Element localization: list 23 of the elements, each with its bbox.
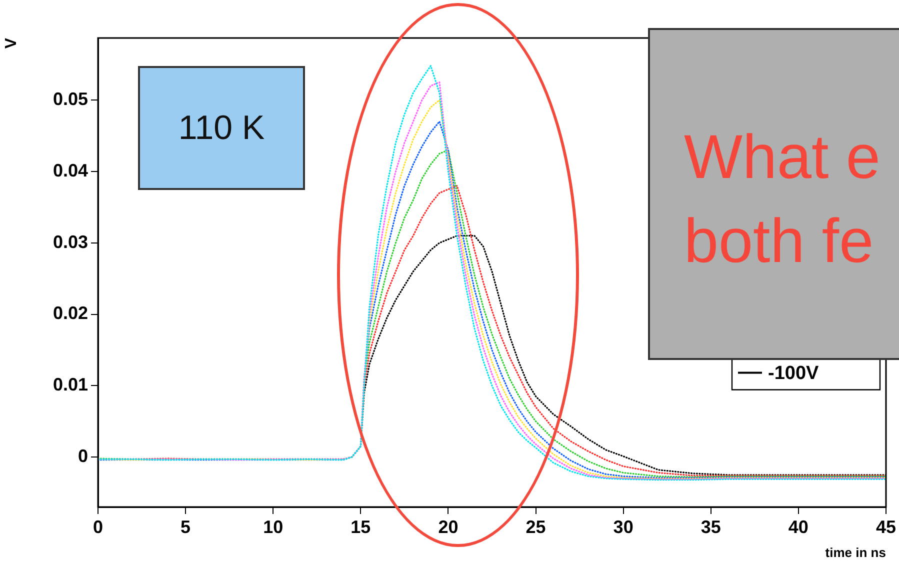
y-tick-label: 0.05 — [52, 89, 88, 110]
x-axis-title: time in ns — [825, 544, 886, 560]
legend-label: -100V — [768, 362, 820, 384]
x-tick-label: 15 — [350, 516, 371, 537]
y-tick-label: 0.01 — [52, 374, 88, 395]
y-tick-label: 0.02 — [52, 303, 88, 324]
label-box: 110 K — [138, 66, 305, 190]
annotation: both fe — [684, 207, 874, 276]
x-tick-label: 0 — [92, 516, 104, 537]
y-axis-title: V — [3, 38, 20, 49]
y-tick-label: 0.03 — [52, 232, 88, 252]
x-tick-label: 30 — [613, 516, 634, 537]
x-tick-label: 20 — [438, 516, 458, 537]
overlay-panel: What e both fe — [648, 28, 899, 360]
x-tick-label: 25 — [526, 516, 546, 537]
x-tick-label: 40 — [788, 516, 808, 537]
y-tick-label: 0.04 — [52, 160, 88, 180]
x-tick-label: 45 — [876, 516, 896, 537]
x-tick-label: 35 — [700, 516, 721, 537]
y-tick-label: 0 — [78, 446, 88, 466]
annotation: What e — [684, 123, 880, 192]
x-tick-label: 5 — [180, 516, 191, 537]
x-tick-label: 10 — [263, 516, 284, 537]
